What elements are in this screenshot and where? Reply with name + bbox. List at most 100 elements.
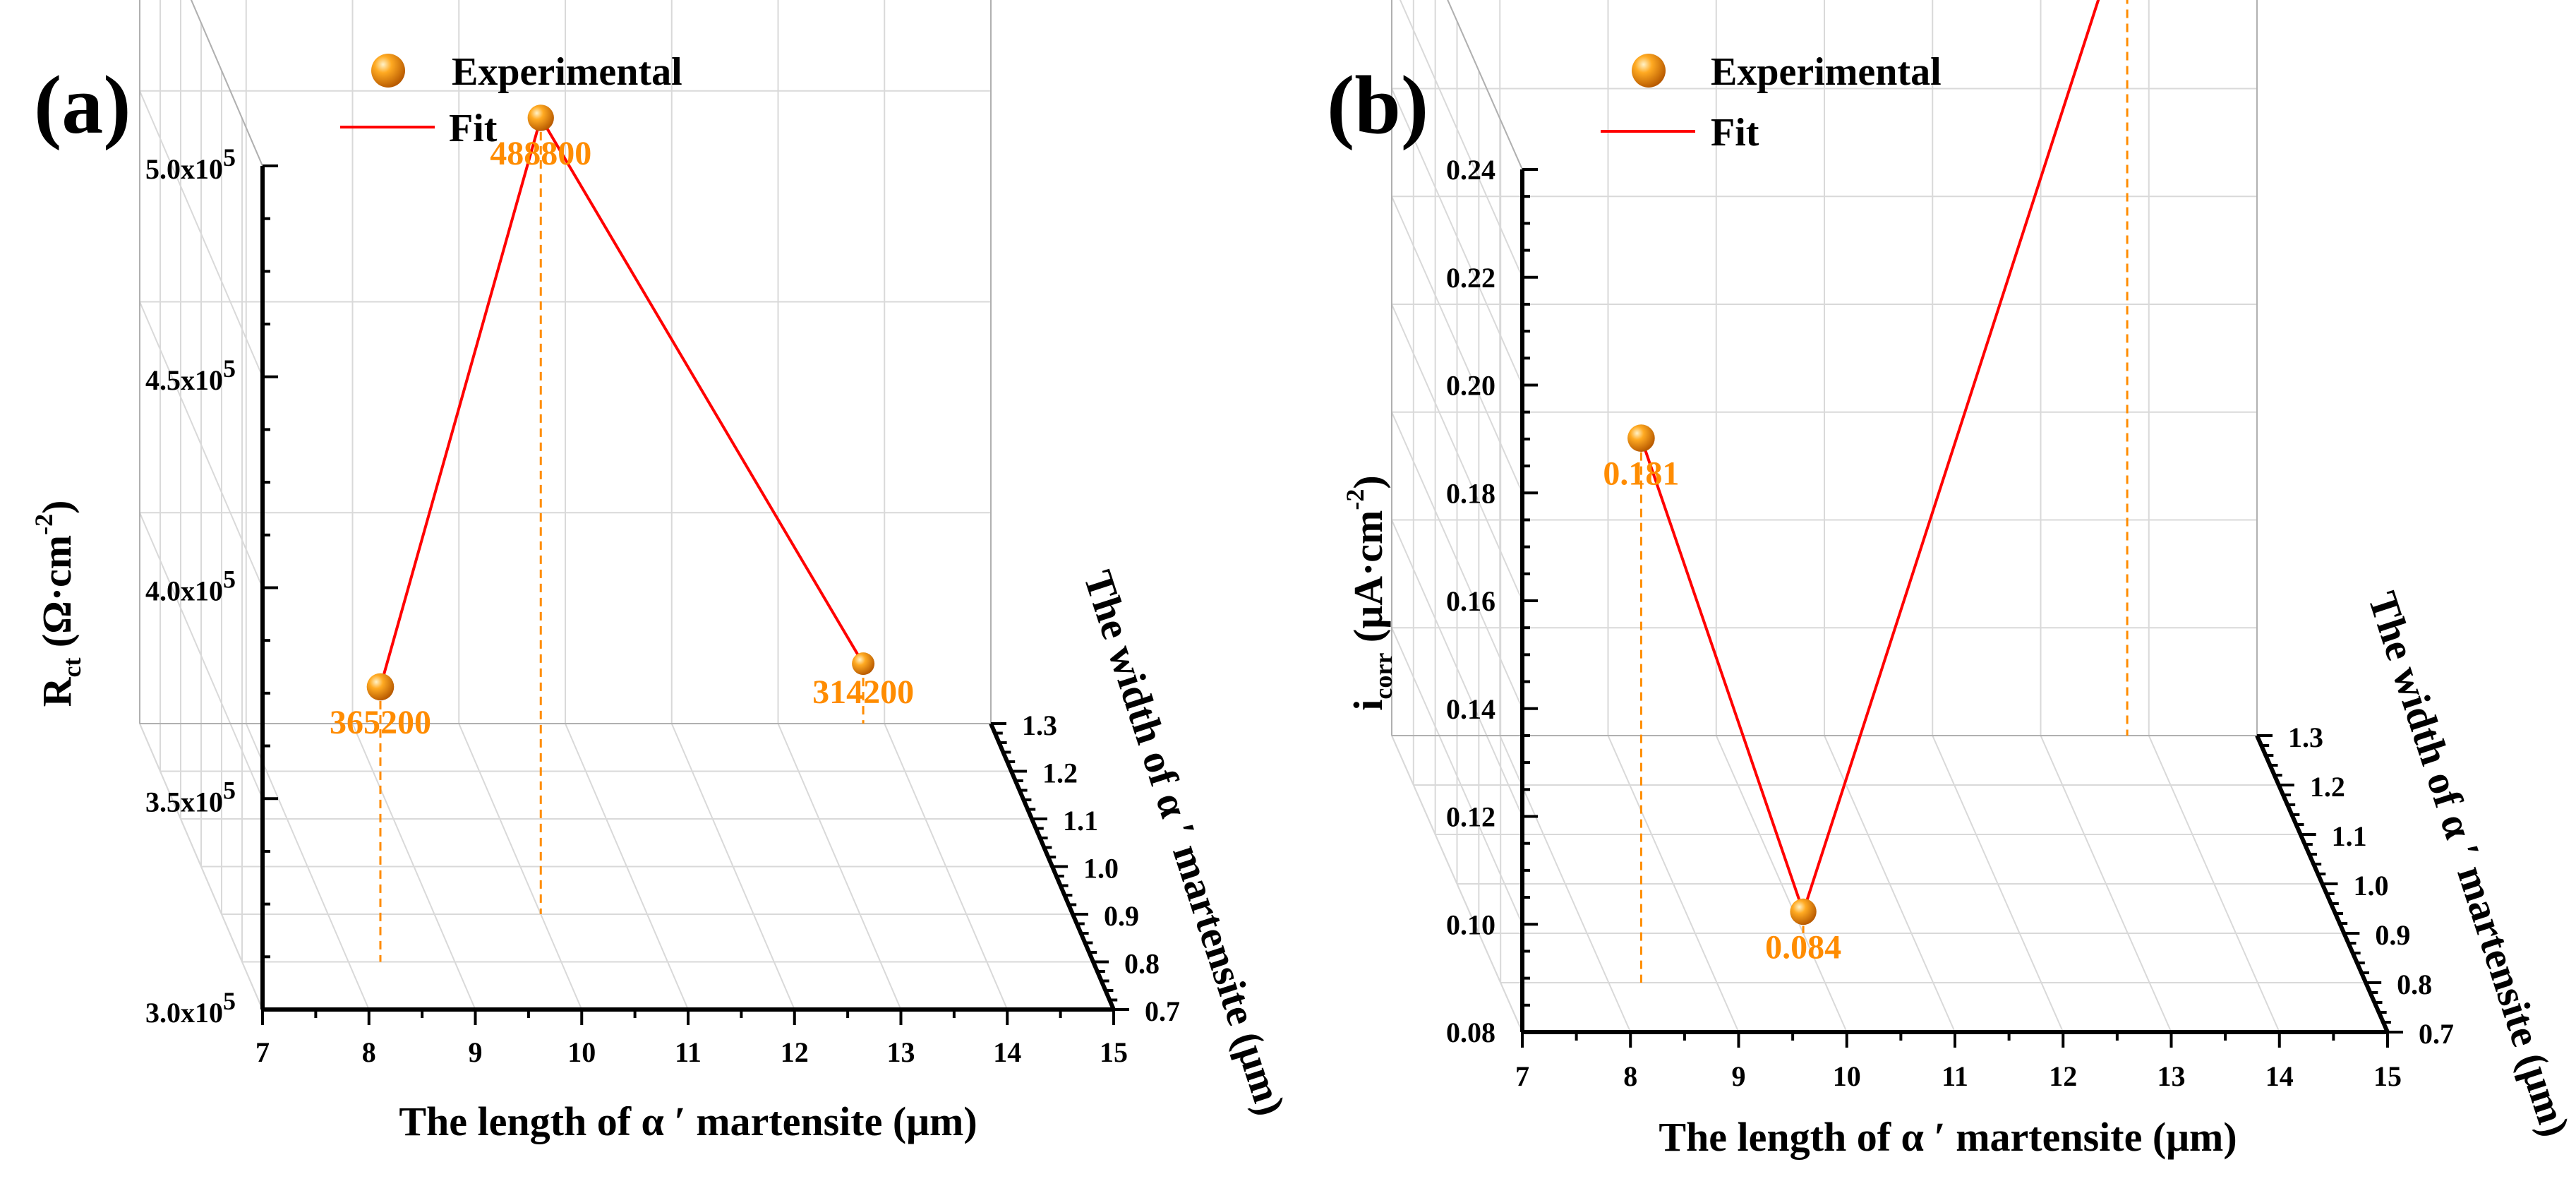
panel-b-data-label: 0.181 [1603, 455, 1679, 493]
panel-b-y-tick-label: 0.24 [1446, 154, 1495, 186]
panel-a-legend: Experimental Fit [340, 50, 682, 150]
panel-b-frame-edge [1447, 0, 1523, 170]
panel-b-y-axis-title-main: i [1345, 700, 1391, 711]
panel-a-data-point [366, 673, 395, 701]
panel-b-x-tick-label: 15 [2373, 1060, 2402, 1092]
panel-b-data-point [1790, 898, 1817, 926]
panel-a-data-label: 314200 [812, 673, 914, 711]
panel-b-x-tick-label: 8 [1623, 1060, 1637, 1092]
panel-b-z-tick-label: 1.1 [2332, 820, 2367, 852]
panel-a-z-tick-label: 0.7 [1145, 995, 1180, 1027]
panel-b-data-label: 0.084 [1765, 928, 1841, 966]
panel-b: 7 8 9 10 11 12 13 14 15 0.7 0.8 0.9 1.0 1.1 1.2 1.3 0.08… [1327, 0, 2576, 1160]
panel-b-z-tick-label: 0.7 [2419, 1018, 2454, 1050]
panel-a-point-labels: 365200 488800 314200 [330, 135, 914, 741]
panel-b-y-tick-label: 0.22 [1446, 262, 1495, 294]
panel-b-legend-experimental-marker [1632, 54, 1666, 88]
panel-b-x-tick-label: 11 [1942, 1060, 1968, 1092]
panel-a-sidewall-gridline-y [139, 723, 263, 1010]
panel-b-z-tick-label: 1.3 [2288, 721, 2323, 753]
panel-b-legend: Experimental Fit [1601, 50, 1942, 155]
panel-a-x-tick-label: 15 [1100, 1036, 1128, 1068]
panel-b-grid [1391, 0, 2388, 1033]
panel-a-tick-labels: 7 8 9 10 11 12 13 14 15 0.7 0.8 0.9 1.0 1.1 1.2 1.3 3.0x… [145, 143, 1180, 1068]
panel-a-x-tick-label: 12 [781, 1036, 809, 1068]
panel-b-y-axis-title-close: ) [1345, 475, 1391, 489]
panel-b-y-tick-label: 0.14 [1446, 693, 1495, 725]
panel-b-z-axis-title: The width of α ′ martensite (μm) [2359, 586, 2576, 1142]
panel-a-frame [139, 0, 992, 724]
panel-b-y-tick-label: 0.12 [1446, 801, 1495, 833]
panel-b-sidewall-gridline-y [1391, 627, 1523, 925]
panel-a-y-axis-title-exp: -2 [30, 514, 58, 535]
panel-b-data-point [1627, 424, 1655, 452]
panel-a-x-tick-label: 14 [993, 1036, 1021, 1068]
panel-b-sidewall-gridline-y [1391, 88, 1523, 385]
panel-b-x-tick-label: 13 [2157, 1060, 2186, 1092]
panel-a-y-tick-label: 3.5x105 [145, 776, 236, 817]
panel-a-sidewall-gridline-y [139, 90, 263, 378]
panel-a-legend-experimental-marker [371, 54, 405, 88]
panel-b-sidewall-gridline-y [1399, 0, 1523, 278]
panel-a-x-axis-title: The length of α ′ martensite (μm) [399, 1098, 977, 1144]
panel-a-data-point [852, 652, 875, 676]
panel-a-x-tick-label: 13 [887, 1036, 915, 1068]
panel-a-y-axis-title-close: ) [34, 501, 80, 514]
panel-a-y-axis-title-sub: ct [58, 658, 86, 678]
panel-a-y-axis-title: Rct (Ω·cm-2) [30, 501, 86, 707]
panel-b-y-tick-label: 0.18 [1446, 477, 1495, 509]
panel-b-z-tick-label: 1.0 [2354, 870, 2389, 902]
panel-b-x-tick-label: 9 [1732, 1060, 1746, 1092]
panel-b-x-tick-label: 12 [2049, 1060, 2077, 1092]
panel-a-data-point [527, 104, 554, 131]
panel-b-sidewall-gridline-y [1391, 520, 1523, 817]
panel-b-y-tick-label: 0.08 [1446, 1017, 1495, 1048]
panel-b-z-tick-label: 1.2 [2310, 771, 2345, 803]
panel-a-sidewall-gridline-y [139, 512, 263, 799]
panel-a-x-tick-label: 8 [362, 1036, 376, 1068]
panel-b-tick-labels: 7 8 9 10 11 12 13 14 15 0.7 0.8 0.9 1.0 1.1 1.2 1.3 0.08… [1446, 154, 2454, 1092]
panel-b-sidewall-gridline-y [1391, 735, 1523, 1033]
panel-b-label: (b) [1327, 59, 1428, 151]
panel-a-z-tick-label: 1.2 [1042, 757, 1078, 789]
panel-a-legend-fit-label: Fit [449, 107, 498, 150]
panel-b-x-tick-label: 10 [1833, 1060, 1861, 1092]
panel-a-experimental-series [366, 104, 875, 701]
panel-b-sidewall-gridline-y [1391, 304, 1523, 601]
panel-a-y-axis-title-main: R [34, 676, 80, 707]
panel-a: 7 8 9 10 11 12 13 14 15 0.7 0.8 0.9 1.0 1.1 1.2 1.3 3.0x… [30, 0, 1294, 1144]
panel-a-fit-series [379, 114, 865, 688]
panel-b-y-tick-label: 0.16 [1446, 585, 1495, 617]
panel-b-sidewall-gridline-y [1391, 196, 1523, 493]
panel-a-sidewall-gridline-y [139, 301, 263, 588]
panel-b-x-axis-title: The length of α ′ martensite (μm) [1659, 1114, 2237, 1160]
panel-b-legend-experimental-label: Experimental [1711, 50, 1942, 94]
panel-b-y-axis-title-sub: corr [1369, 653, 1397, 700]
panel-a-x-tick-label: 11 [675, 1036, 702, 1068]
panel-a-y-axis-title-unit: (Ω·cm [34, 535, 80, 658]
panel-a-drop-lines [379, 117, 865, 962]
panel-b-axes [1520, 168, 2403, 1048]
panel-b-y-axis-title-unit: (μA·cm [1345, 510, 1391, 653]
panel-a-y-tick-label: 4.0x105 [145, 565, 236, 607]
panel-a-x-tick-label: 7 [255, 1036, 270, 1068]
panel-a-data-label: 365200 [330, 704, 431, 741]
panel-b-y-axis-title-exp: -2 [1341, 489, 1369, 510]
panel-a-y-tick-label: 3.0x105 [145, 987, 236, 1029]
panel-a-x-tick-label: 10 [567, 1036, 596, 1068]
panel-b-y-tick-label: 0.10 [1446, 909, 1495, 940]
panel-b-frame [1391, 0, 2258, 736]
panel-a-y-tick-label: 4.5x105 [145, 354, 236, 396]
panel-b-x-tick-label: 7 [1515, 1060, 1529, 1092]
panel-b-legend-fit-label: Fit [1711, 111, 1759, 155]
panel-a-axes [260, 164, 1129, 1025]
panel-a-fit-line [379, 114, 865, 688]
panel-a-label: (a) [34, 59, 131, 151]
panel-a-data-label: 488800 [490, 135, 591, 172]
panel-b-z-tick-label: 0.8 [2397, 969, 2432, 1000]
panel-a-frame-edge [190, 0, 263, 167]
panel-b-sidewall-gridline-y [1391, 412, 1523, 709]
panel-a-z-tick-label: 1.3 [1022, 709, 1057, 741]
